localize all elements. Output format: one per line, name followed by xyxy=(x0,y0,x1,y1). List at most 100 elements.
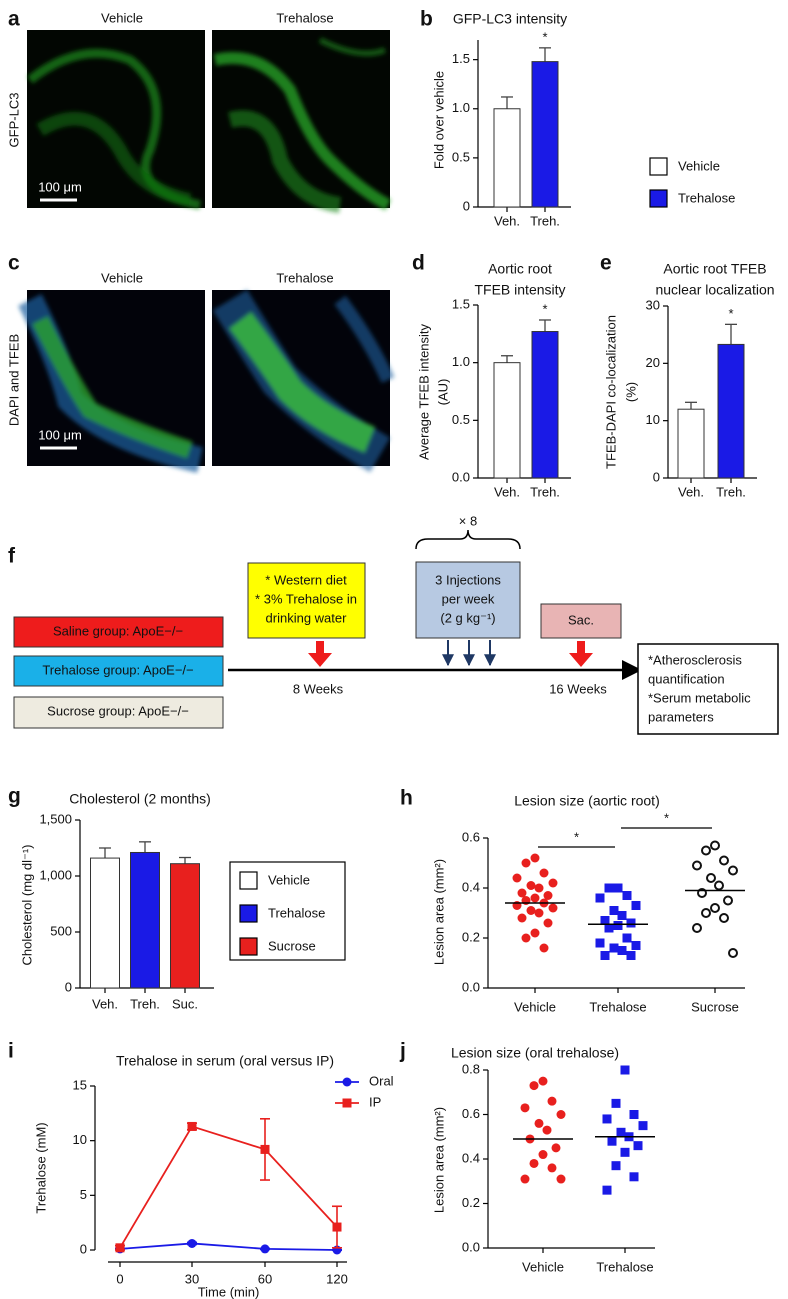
data-point xyxy=(529,1081,539,1091)
y-tick-label: 1.5 xyxy=(452,51,470,66)
legend-box xyxy=(229,861,346,961)
x-tick-label: Treh. xyxy=(530,484,560,499)
channel-label: DAPI and TFEB xyxy=(6,334,21,426)
significance: * xyxy=(574,829,579,844)
panel-letter: a xyxy=(8,8,20,31)
data-point xyxy=(548,903,558,913)
panel-letter: h xyxy=(400,787,413,810)
data-point xyxy=(710,903,720,913)
legend-swatch xyxy=(239,904,258,923)
y-axis-label: Trehalose (mM) xyxy=(33,1122,48,1213)
y-tick-label: 0.0 xyxy=(462,979,480,994)
diet-text: * 3% Trehalose in xyxy=(255,591,357,606)
red-arrow xyxy=(569,641,593,667)
data-point xyxy=(539,868,549,878)
injection-text: per week xyxy=(442,591,495,606)
data-point xyxy=(626,951,636,960)
data-point xyxy=(607,1136,617,1146)
timepoint: 16 Weeks xyxy=(549,681,607,696)
panel-letter: d xyxy=(412,252,425,275)
condition-label: Trehalose xyxy=(276,10,333,25)
data-point xyxy=(719,855,729,866)
group-label: Saline group: ApoE−/− xyxy=(53,623,183,638)
bar xyxy=(130,851,160,989)
data-point xyxy=(517,888,527,898)
data-point xyxy=(543,891,553,900)
data-point xyxy=(728,865,738,876)
y-tick-label: 0.6 xyxy=(462,829,480,844)
data-point xyxy=(526,881,536,890)
data-point xyxy=(723,895,733,906)
data-point xyxy=(529,1158,539,1168)
diet-text: drinking water xyxy=(266,610,348,625)
y-tick-label: 0 xyxy=(65,979,72,994)
condition-label: Vehicle xyxy=(101,270,143,285)
chart-title: Aortic root xyxy=(488,261,552,277)
x-tick-label: Sucrose xyxy=(691,999,739,1014)
y-axis-label: Fold over vehicle xyxy=(431,71,446,169)
data-point xyxy=(600,916,610,925)
repeat-label: × 8 xyxy=(459,513,477,528)
data-point xyxy=(728,948,738,958)
y-tick-label: 0.2 xyxy=(462,929,480,944)
data-point xyxy=(617,911,627,920)
chart-title: Lesion size (aortic root) xyxy=(514,793,660,809)
legend-label: Vehicle xyxy=(268,872,310,887)
y-tick-label: 10 xyxy=(73,1132,87,1147)
data-point xyxy=(530,853,540,863)
data-point xyxy=(595,893,605,903)
y-tick-label: 1.0 xyxy=(452,100,470,115)
y-axis-label: (AU) xyxy=(435,379,450,406)
panel-letter: g xyxy=(8,785,21,808)
data-point xyxy=(530,893,540,903)
data-point xyxy=(631,941,641,950)
x-tick-label: Trehalose xyxy=(589,999,646,1014)
panel-letter: i xyxy=(8,1040,14,1063)
panel-letter: c xyxy=(8,252,20,275)
y-tick-label: 1,000 xyxy=(39,867,72,882)
y-axis-label: Cholesterol (mg dl⁻¹) xyxy=(19,844,34,965)
y-tick-label: 0.4 xyxy=(462,879,480,894)
micrograph-texture xyxy=(18,289,395,473)
y-tick-label: 5 xyxy=(80,1187,87,1202)
y-tick-label: 0 xyxy=(653,469,660,484)
y-tick-label: 0.4 xyxy=(462,1150,480,1165)
injection-text: 3 Injections xyxy=(435,572,501,587)
scale-bar-label: 100 μm xyxy=(38,427,82,442)
data-point xyxy=(611,1161,621,1171)
data-point xyxy=(551,1143,561,1153)
data-point xyxy=(692,860,702,871)
bar xyxy=(717,343,745,479)
x-tick-label: Vehicle xyxy=(522,1259,564,1274)
panel-a: a Vehicle Trehalose GFP-LC3 100 μm xyxy=(6,8,391,213)
condition-label: Trehalose xyxy=(276,270,333,285)
significance: * xyxy=(542,301,547,316)
x-tick-label: Veh. xyxy=(494,484,520,499)
chart-title: Lesion size (oral trehalose) xyxy=(451,1045,619,1061)
panel-letter: f xyxy=(8,545,16,568)
data-point xyxy=(530,928,540,938)
data-point xyxy=(629,1172,639,1182)
scale-bar-label: 100 μm xyxy=(38,179,82,194)
chart-title: Aortic root TFEB xyxy=(663,261,766,277)
data-point xyxy=(517,913,527,923)
outcome-text: parameters xyxy=(648,709,714,724)
bar xyxy=(531,331,559,479)
data-point xyxy=(692,923,702,933)
legend-label: Sucrose xyxy=(268,938,316,953)
y-tick-label: 0.5 xyxy=(452,149,470,164)
outcome-text: *Atherosclerosis xyxy=(648,652,742,667)
data-point xyxy=(613,921,623,930)
data-point xyxy=(613,883,623,893)
panel-letter: j xyxy=(399,1040,406,1063)
data-point xyxy=(547,1096,557,1106)
significance: * xyxy=(728,306,733,321)
chart-title: Cholesterol (2 months) xyxy=(69,791,211,807)
outcome-text: *Serum metabolic xyxy=(648,690,751,705)
data-point xyxy=(556,1174,566,1184)
data-point xyxy=(701,908,711,918)
data-point xyxy=(719,913,729,923)
timepoint: 8 Weeks xyxy=(293,681,344,696)
x-tick-label: Veh. xyxy=(92,996,118,1011)
